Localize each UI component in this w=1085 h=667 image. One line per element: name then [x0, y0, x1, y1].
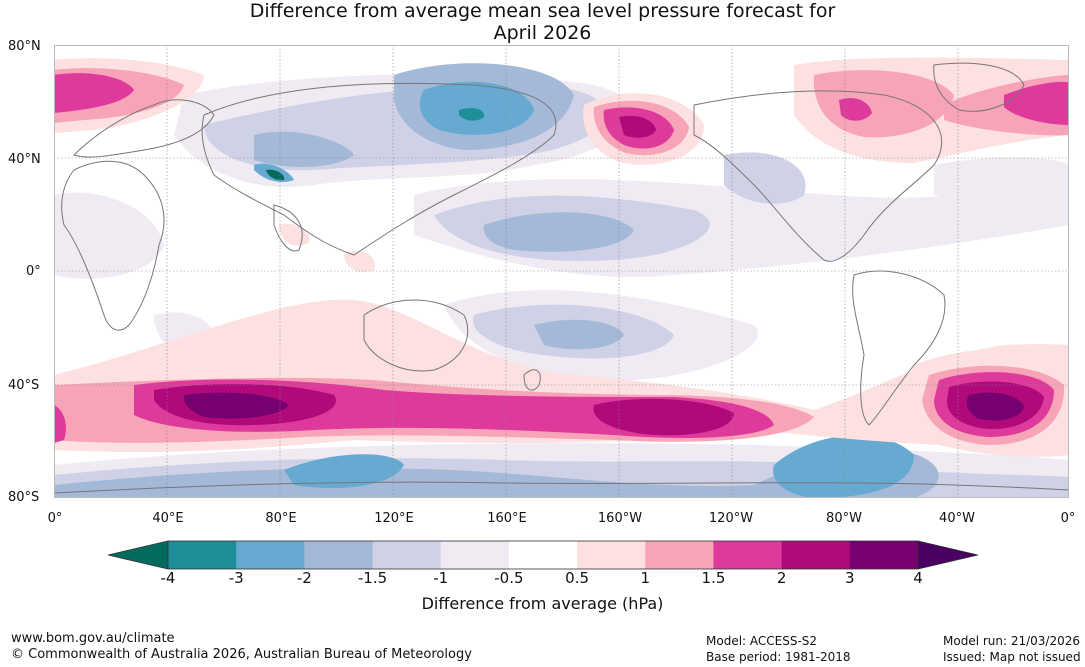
colorbar-tick-label: 4 — [913, 569, 923, 587]
footer-model: Model: ACCESS-S2 — [706, 634, 818, 648]
coastline-greenland — [933, 62, 1025, 112]
colorbar-segment — [168, 541, 237, 569]
colorbar-tick-label: -1.5 — [357, 569, 388, 587]
contour-pos-2-pacific-south — [593, 398, 734, 436]
contour-neg-2-antarctic — [773, 435, 914, 498]
colorbar-segment — [577, 541, 646, 569]
lon-label-120w: 120°W — [708, 511, 754, 526]
coastlines — [54, 62, 1069, 494]
footer-left: www.bom.gov.au/climate © Commonwealth of… — [11, 631, 472, 663]
contour-neg-2-indian-south — [284, 454, 404, 489]
pressure-anomaly-map — [54, 45, 1069, 498]
footer-base-period: Base period: 1981-2018 — [706, 650, 851, 664]
contour-neg-2-siberia — [419, 81, 534, 135]
lon-label-160w: 160°W — [597, 511, 643, 526]
coastline-asia — [201, 82, 557, 256]
map-title: Difference from average mean sea level p… — [0, 0, 1085, 44]
contour-pos-15-north-atlantic — [54, 73, 134, 113]
coastline-australia — [363, 299, 469, 372]
lat-label-80s: 80°S — [8, 490, 40, 505]
footer-model-run: Model run: 21/03/2026 — [943, 634, 1081, 648]
colorbar-segment — [304, 541, 374, 569]
contour-neg-15-pacific — [483, 212, 634, 252]
contour-neg-05-north-atlantic — [934, 157, 1069, 207]
colorbar-tick-label: -2 — [296, 569, 312, 587]
colorbar-tick-label: 0.5 — [565, 569, 590, 587]
footer-model-info: Model: ACCESS-S2 Base period: 1981-2018 — [706, 633, 851, 665]
anomaly-contours — [54, 57, 1069, 498]
colorbar-tick-label: -0.5 — [494, 569, 524, 587]
contour-neg-3-tibet — [266, 169, 285, 181]
map-canvas — [54, 45, 1069, 498]
footer-copyright: © Commonwealth of Australia 2026, Austra… — [11, 647, 472, 662]
lat-label-80n: 80°N — [8, 39, 41, 54]
lat-label-40s: 40°S — [8, 378, 40, 393]
colorbar-tick-label: -4 — [160, 569, 176, 587]
lon-label-40e: 40°E — [152, 511, 184, 526]
coastline-antarctica — [54, 481, 1069, 494]
footer-run-info: Model run: 21/03/2026 Issued: Map not is… — [943, 633, 1081, 665]
contour-pos-05-maritime — [344, 250, 375, 272]
lon-label-0-right: 0° — [1060, 511, 1076, 526]
colorbar-tick-label: 1 — [640, 569, 651, 587]
graticule — [54, 45, 1069, 498]
map-border — [54, 45, 1069, 498]
colorbar-tick-label: -1 — [433, 569, 449, 587]
contour-pos-1-west-edge — [54, 405, 66, 443]
colorbar-tick-label: 1.5 — [701, 569, 726, 587]
colorbar-segment — [781, 541, 851, 569]
contour-pos-3-indian-south — [183, 392, 289, 419]
contour-neg-3-siberia — [459, 107, 485, 121]
colorbar-extend-low — [107, 540, 169, 570]
colorbar-svg — [107, 540, 979, 570]
colorbar — [107, 540, 979, 570]
coastline-south-america — [852, 270, 946, 426]
lon-label-80w: 80°W — [826, 511, 862, 526]
contour-neg-15-southern — [54, 450, 939, 498]
lon-label-0-left: 0° — [47, 511, 63, 526]
colorbar-segment — [849, 541, 919, 569]
title-line-1: Difference from average mean sea level p… — [249, 0, 836, 22]
colorbar-segment — [713, 541, 783, 569]
title-line-2: April 2026 — [493, 22, 592, 44]
colorbar-segment — [236, 541, 305, 569]
lat-label-40n: 40°N — [8, 152, 41, 167]
footer-url[interactable]: www.bom.gov.au/climate — [11, 631, 175, 646]
coastline-africa — [61, 160, 165, 331]
colorbar-segment — [440, 541, 510, 569]
colorbar-extend-high — [917, 540, 979, 570]
contour-neg-15-south-pacific — [534, 319, 624, 350]
colorbar-tick-label: 3 — [845, 569, 855, 587]
contour-pos-3-south-atlantic — [966, 392, 1024, 421]
colorbar-tick-label: -3 — [228, 569, 244, 587]
colorbar-frame — [167, 540, 919, 570]
lon-label-80e: 80°E — [265, 511, 297, 526]
lon-label-120e: 120°E — [374, 511, 414, 526]
colorbar-label: Difference from average (hPa) — [421, 594, 664, 613]
contour-pos-15-greenland — [1004, 81, 1069, 125]
colorbar-segment — [372, 541, 442, 569]
coastline-new-zealand — [523, 369, 541, 391]
lon-label-160e: 160°E — [487, 511, 527, 526]
contour-pos-2-alaska — [619, 115, 656, 138]
colorbar-tick-label: 2 — [776, 569, 787, 587]
contour-pos-1-canada — [813, 70, 954, 138]
footer-issued: Issued: Map not issued — [943, 650, 1081, 664]
lat-label-0: 0° — [26, 264, 41, 279]
contour-pos-15-canada — [839, 98, 872, 121]
colorbar-segment — [645, 541, 714, 569]
coastline-north-america — [693, 90, 943, 262]
coastline-india — [273, 204, 303, 252]
lon-label-40w: 40°W — [939, 511, 975, 526]
coastline-europe — [73, 99, 215, 158]
contour-neg-1-na — [724, 152, 806, 204]
colorbar-segment — [508, 541, 578, 569]
